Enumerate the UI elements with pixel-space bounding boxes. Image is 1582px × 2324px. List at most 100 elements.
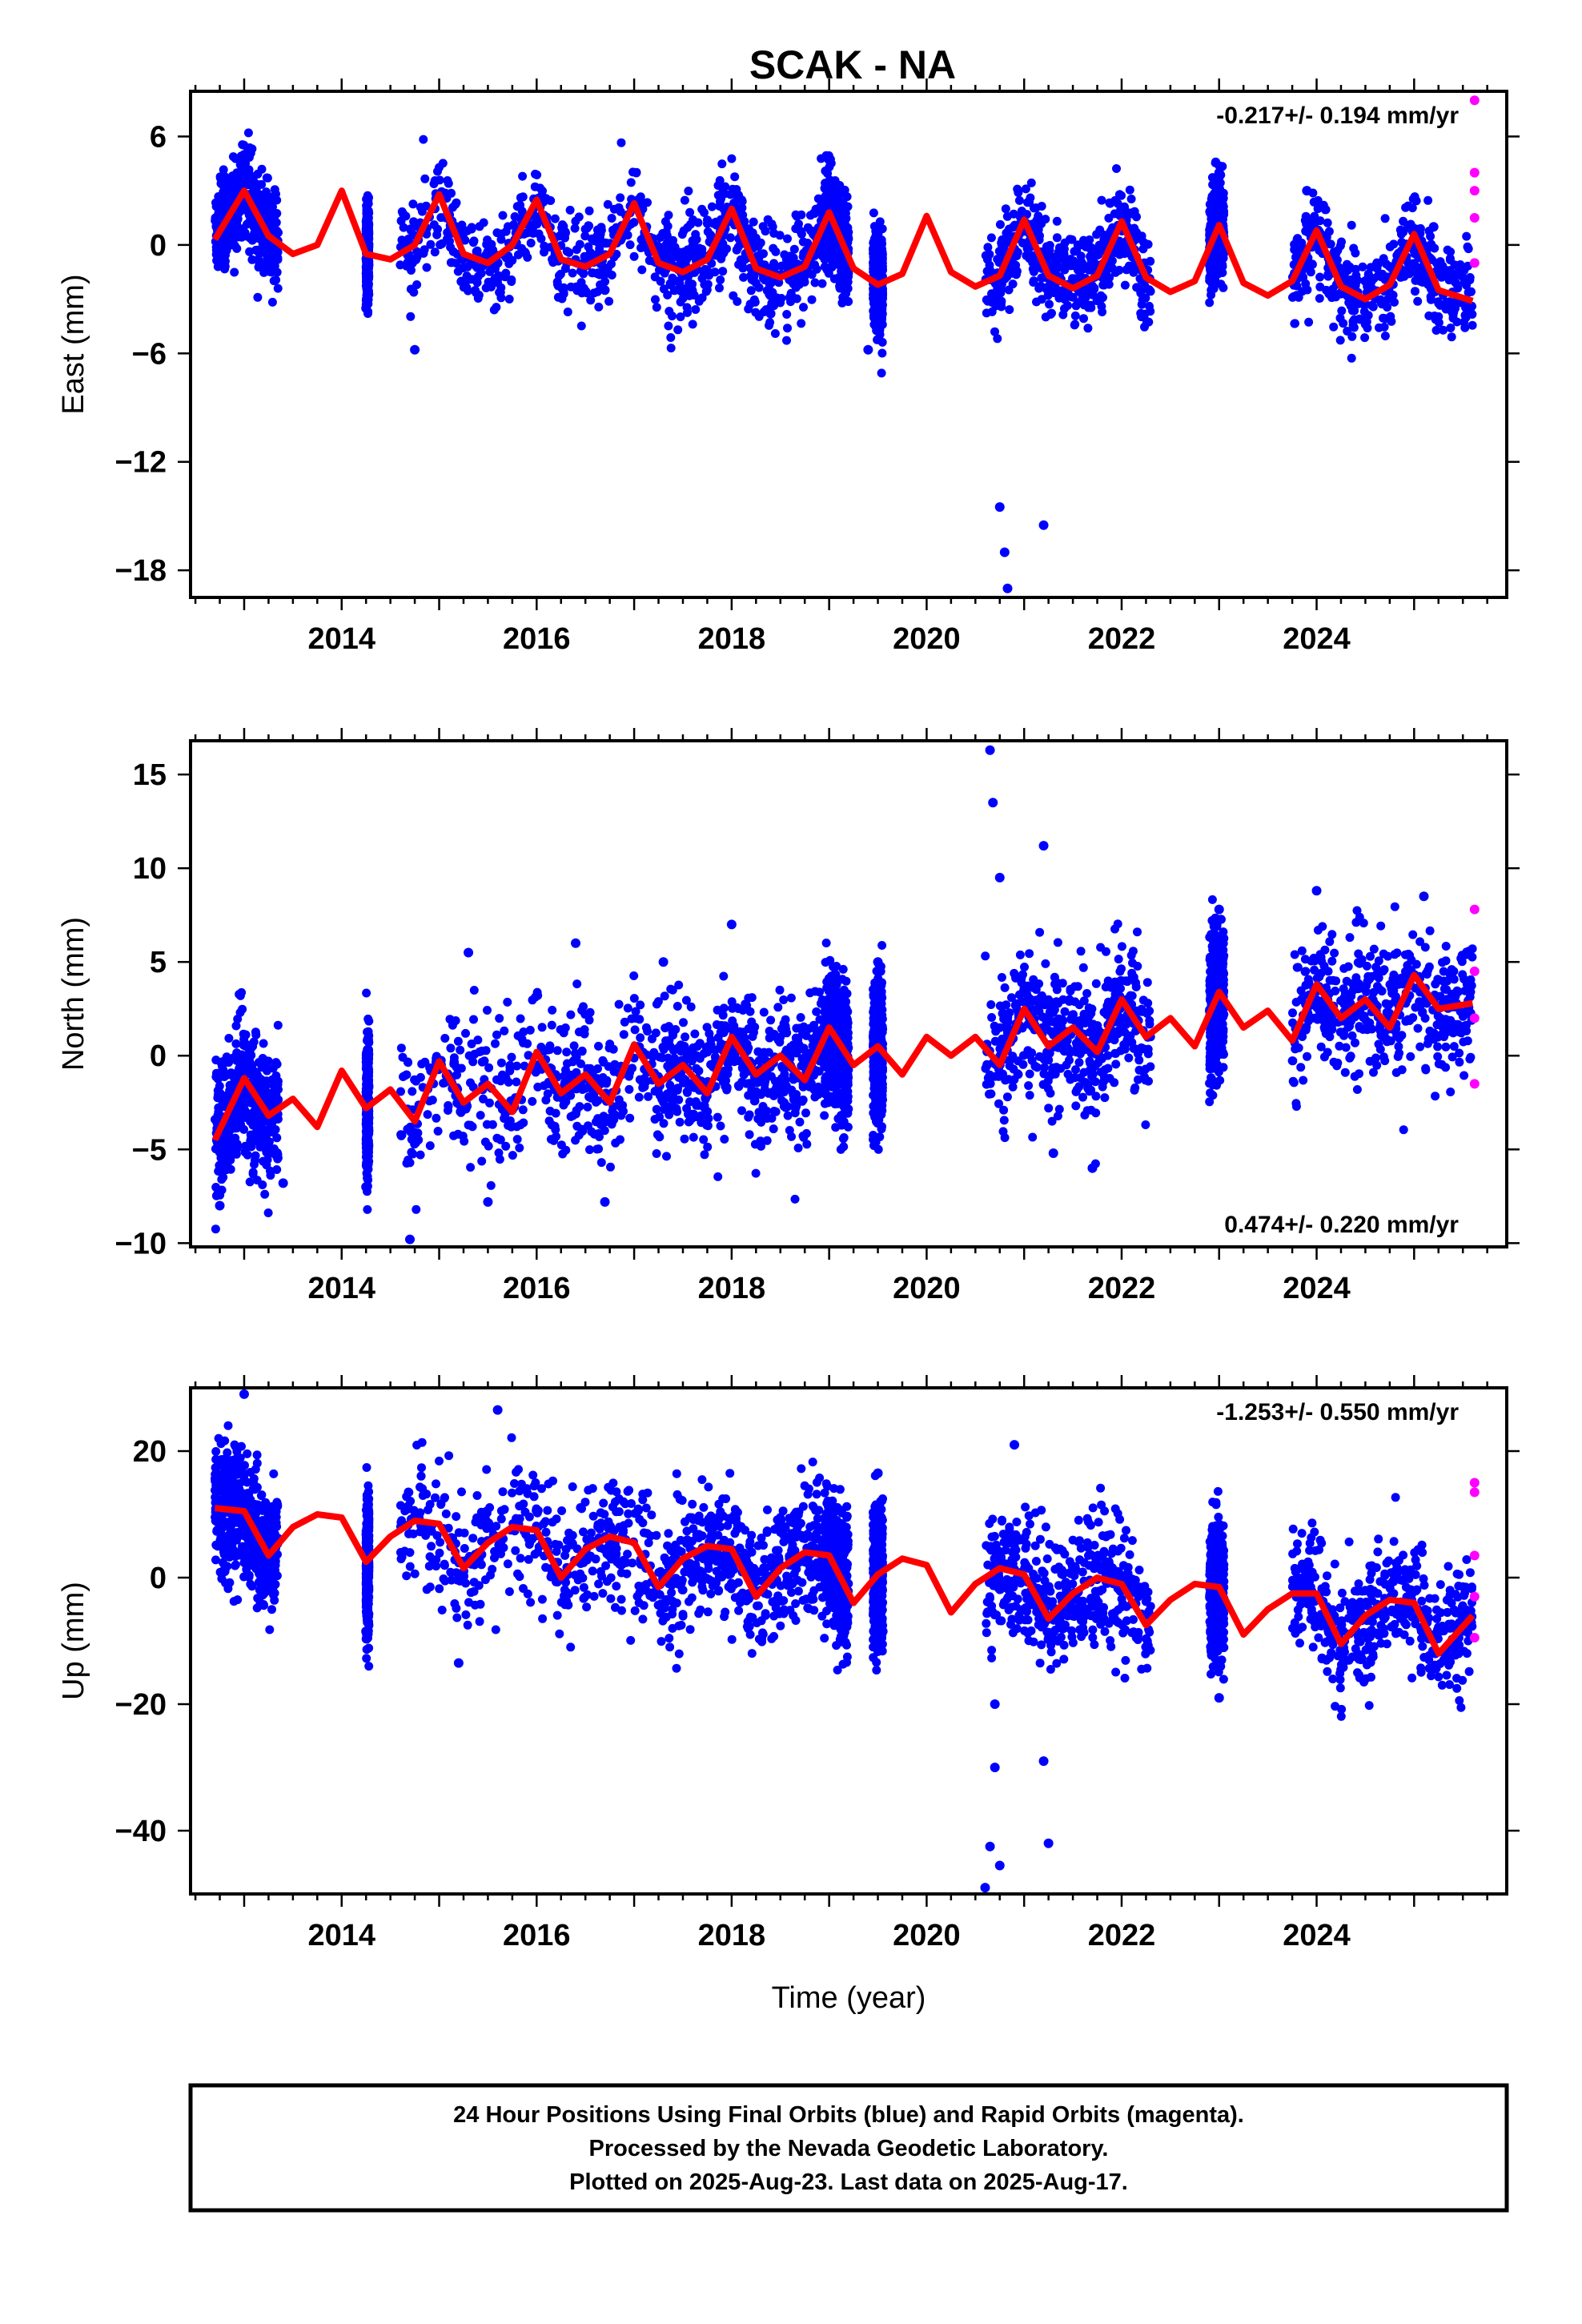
final-point [872, 224, 881, 234]
final-point [1125, 185, 1134, 195]
final-point [670, 276, 680, 285]
final-point [1310, 211, 1319, 221]
final-point [1034, 211, 1043, 221]
final-point [995, 219, 1005, 229]
final-point [272, 1165, 282, 1174]
final-point [661, 227, 671, 237]
final-point [788, 257, 797, 267]
final-point [769, 243, 778, 253]
final-point [802, 1140, 812, 1149]
final-point [1288, 292, 1297, 302]
final-point [1358, 262, 1367, 271]
final-point [688, 236, 697, 246]
outlier-point [1214, 167, 1224, 178]
final-point [1345, 298, 1355, 308]
final-point [1060, 295, 1070, 304]
final-point [247, 235, 257, 245]
final-point [1043, 291, 1053, 300]
final-point [253, 292, 263, 302]
final-point [1045, 240, 1054, 250]
final-point [572, 979, 582, 989]
final-point [512, 202, 522, 211]
final-point [412, 252, 422, 262]
final-point [236, 151, 246, 161]
final-point [1091, 979, 1101, 988]
final-point [211, 202, 221, 211]
final-point [997, 296, 1006, 306]
final-point [760, 260, 769, 270]
final-point [1403, 223, 1412, 232]
final-point [462, 283, 472, 293]
final-point [458, 263, 468, 273]
final-point [1074, 265, 1082, 275]
final-point [262, 173, 271, 183]
final-point [267, 267, 276, 277]
final-point [660, 268, 669, 278]
final-point [684, 187, 693, 195]
final-point [1343, 259, 1351, 269]
final-point [679, 1018, 688, 1027]
final-point [688, 320, 697, 329]
final-point [793, 272, 803, 281]
x-tick-label: 2024 [1283, 622, 1351, 656]
final-point [1347, 220, 1356, 230]
final-point [1145, 301, 1154, 311]
final-point [419, 135, 428, 144]
final-point [786, 288, 796, 298]
final-point [266, 192, 275, 202]
final-point [607, 214, 616, 223]
final-point [1445, 254, 1455, 263]
final-point [707, 202, 717, 211]
final-point [690, 1029, 700, 1039]
final-point [560, 227, 570, 237]
final-point [580, 231, 590, 241]
final-point [1070, 311, 1080, 320]
final-point [496, 287, 505, 297]
final-point [1291, 252, 1300, 262]
x-tick-label: 2018 [698, 622, 766, 656]
final-point [397, 207, 407, 216]
final-point [1460, 317, 1469, 327]
final-point [426, 239, 436, 249]
final-point [496, 229, 506, 239]
final-point [1219, 194, 1228, 203]
final-point [1352, 1085, 1362, 1094]
final-point [419, 248, 428, 258]
final-point [840, 185, 849, 195]
final-point [1061, 259, 1070, 268]
final-point [1460, 266, 1469, 275]
final-point [230, 214, 239, 223]
final-point [408, 199, 418, 209]
final-point [685, 207, 695, 217]
final-point [1137, 312, 1146, 322]
final-point [716, 275, 725, 284]
final-point [596, 226, 606, 235]
final-point [253, 225, 263, 235]
final-point [603, 199, 612, 209]
final-point [517, 243, 526, 253]
final-point [718, 267, 728, 276]
final-point [728, 184, 737, 194]
final-point [636, 1033, 645, 1043]
final-point [1443, 245, 1452, 255]
rate-annotation: -0.217+/- 0.194 mm/yr [1216, 103, 1459, 129]
outlier-point [1038, 520, 1049, 530]
final-point [1394, 1042, 1403, 1051]
final-point [1002, 211, 1012, 221]
final-point [1433, 1042, 1443, 1051]
final-point [1446, 324, 1456, 332]
final-point [1097, 195, 1106, 205]
final-point [1008, 268, 1018, 278]
final-point [1014, 195, 1024, 205]
final-point [869, 208, 878, 218]
final-point [994, 256, 1004, 265]
final-point [765, 320, 773, 330]
final-point [626, 219, 636, 229]
final-point [841, 289, 851, 299]
final-point [1047, 308, 1056, 318]
final-point [769, 262, 778, 271]
final-point [584, 206, 594, 215]
final-point [1380, 332, 1390, 340]
final-point [362, 278, 371, 287]
